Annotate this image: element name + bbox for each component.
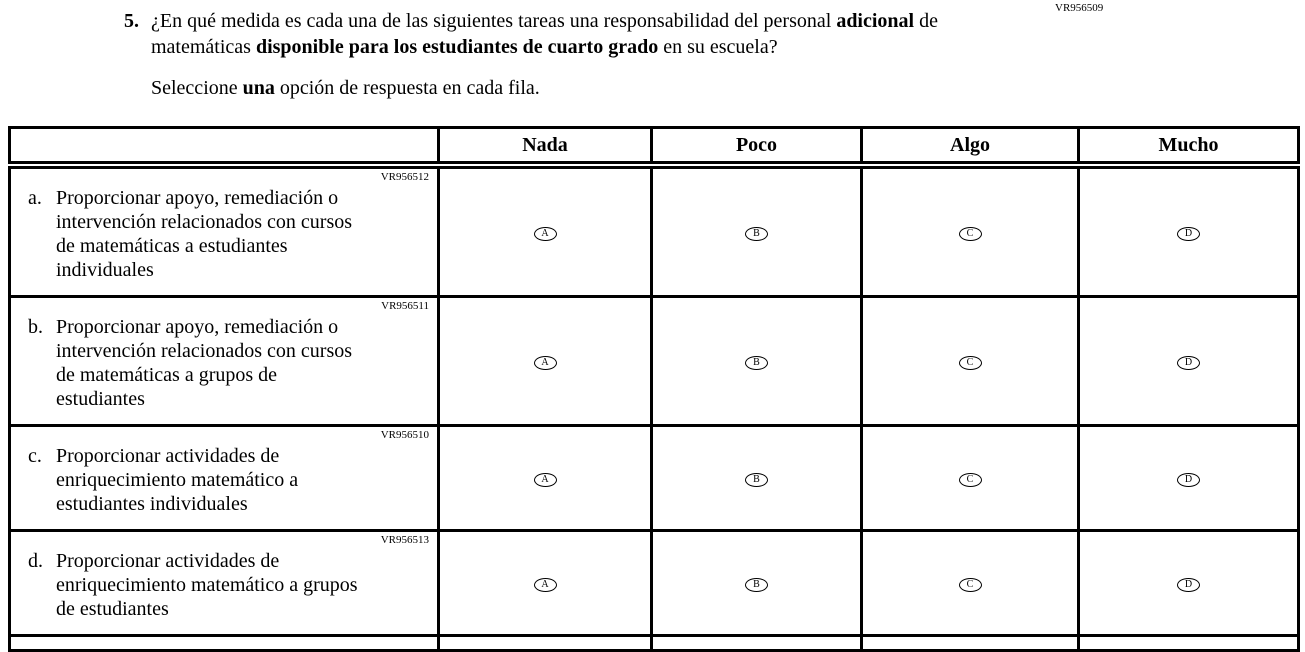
- row-code: VR956510: [380, 429, 429, 441]
- option-bubble-c[interactable]: C: [958, 227, 982, 241]
- option-bubble-c[interactable]: C: [958, 578, 982, 592]
- row-letter: c.: [28, 445, 42, 467]
- row-code: VR956511: [381, 300, 429, 312]
- header-row: Nada Poco Algo Mucho: [8, 126, 1300, 169]
- option-cell-algo: C: [860, 529, 1080, 637]
- question-block: 5. ¿En qué medida es cada una de las sig…: [124, 8, 1305, 101]
- option-cell-nada: A: [437, 163, 653, 298]
- bubble-letter: B: [753, 357, 760, 368]
- option-bubble-c[interactable]: C: [958, 473, 982, 487]
- task-cell: VR956513 d. Proporcionar actividades de e…: [8, 529, 440, 637]
- option-bubble-d[interactable]: D: [1177, 227, 1200, 241]
- row-letter: b.: [28, 316, 43, 338]
- option-cell-mucho: D: [1077, 529, 1300, 637]
- bubble-letter: A: [541, 579, 549, 590]
- row-label: Proporcionar actividades de enriquecimien…: [56, 550, 358, 620]
- column-header-poco: Poco: [650, 126, 863, 169]
- task-text-wrap: d. Proporcionar actividades de enriquecim…: [11, 549, 437, 634]
- option-bubble-b[interactable]: B: [745, 473, 768, 487]
- option-bubble-d[interactable]: D: [1177, 578, 1200, 592]
- partial-cell: [650, 634, 863, 651]
- option-bubble-b[interactable]: B: [745, 227, 768, 241]
- option-bubble-d[interactable]: D: [1177, 356, 1200, 370]
- option-cell-mucho: D: [1077, 295, 1300, 427]
- option-bubble-a[interactable]: A: [533, 356, 557, 370]
- task-text-wrap: a. Proporcionar apoyo, remediación o inte…: [11, 186, 437, 295]
- bubble-letter: B: [753, 228, 760, 239]
- row-letter: a.: [28, 187, 42, 209]
- bubble-letter: A: [541, 228, 549, 239]
- option-bubble-a[interactable]: A: [533, 227, 557, 241]
- partial-cell: [1077, 634, 1300, 651]
- row-code: VR956512: [380, 171, 429, 183]
- row-label: Proporcionar apoyo, remediación o interve…: [56, 316, 353, 410]
- table-row: VR956510 c. Proporcionar actividades de e…: [8, 424, 1300, 532]
- row-label: Proporcionar apoyo, remediación o interve…: [56, 187, 353, 281]
- bubble-letter: D: [1184, 579, 1193, 590]
- option-cell-poco: B: [650, 529, 863, 637]
- option-cell-nada: A: [437, 295, 653, 427]
- option-cell-algo: C: [860, 424, 1080, 532]
- task-cell: VR956512 a. Proporcionar apoyo, remediac…: [8, 163, 440, 298]
- bubble-letter: D: [1184, 474, 1193, 485]
- row-label: Proporcionar actividades de enriquecimien…: [56, 445, 299, 515]
- bubble-letter: A: [541, 357, 549, 368]
- option-bubble-c[interactable]: C: [958, 356, 982, 370]
- task-column-header: [8, 126, 440, 169]
- option-cell-nada: A: [437, 529, 653, 637]
- column-header-mucho: Mucho: [1077, 126, 1300, 169]
- task-text-wrap: c. Proporcionar actividades de enriquecim…: [11, 444, 437, 529]
- option-cell-poco: B: [650, 163, 863, 298]
- response-matrix-table: Nada Poco Algo Mucho VR956512 a. Proporc…: [8, 126, 1300, 652]
- task-text-wrap: b. Proporcionar apoyo, remediación o inte…: [11, 315, 437, 424]
- question-number: 5.: [124, 10, 139, 32]
- partial-cell: [8, 634, 440, 651]
- bubble-letter: D: [1184, 228, 1193, 239]
- question-text-wrap: ¿En qué medida es cada una de las siguie…: [151, 8, 1021, 101]
- option-bubble-a[interactable]: A: [533, 578, 557, 592]
- partial-cell: [437, 634, 653, 651]
- bubble-letter: C: [966, 474, 974, 485]
- partial-row-cutoff: [8, 634, 1300, 651]
- option-cell-poco: B: [650, 295, 863, 427]
- option-cell-nada: A: [437, 424, 653, 532]
- bubble-letter: C: [966, 579, 974, 590]
- bubble-letter: B: [753, 474, 760, 485]
- option-cell-poco: B: [650, 424, 863, 532]
- row-letter: d.: [28, 550, 43, 572]
- option-bubble-b[interactable]: B: [745, 356, 768, 370]
- row-code: VR956513: [380, 534, 429, 546]
- table-row: VR956511 b. Proporcionar apoyo, remediac…: [8, 295, 1300, 427]
- bubble-letter: B: [753, 579, 760, 590]
- bubble-letter: C: [966, 357, 974, 368]
- option-cell-mucho: D: [1077, 163, 1300, 298]
- question-instruction: Seleccione una opción de respuesta en ca…: [151, 77, 540, 99]
- bubble-letter: A: [541, 474, 549, 485]
- table-row: VR956513 d. Proporcionar actividades de e…: [8, 529, 1300, 637]
- partial-cell: [860, 634, 1080, 651]
- task-cell: VR956510 c. Proporcionar actividades de e…: [8, 424, 440, 532]
- option-bubble-b[interactable]: B: [745, 578, 768, 592]
- table-row: VR956512 a. Proporcionar apoyo, remediac…: [8, 163, 1300, 298]
- bubble-letter: C: [966, 228, 974, 239]
- option-cell-algo: C: [860, 163, 1080, 298]
- question-text: ¿En qué medida es cada una de las siguie…: [151, 10, 938, 58]
- column-header-nada: Nada: [437, 126, 653, 169]
- option-cell-mucho: D: [1077, 424, 1300, 532]
- option-bubble-a[interactable]: A: [533, 473, 557, 487]
- option-bubble-d[interactable]: D: [1177, 473, 1200, 487]
- task-table-body: VR956512 a. Proporcionar apoyo, remediac…: [8, 163, 1300, 651]
- bubble-letter: D: [1184, 357, 1193, 368]
- task-cell: VR956511 b. Proporcionar apoyo, remediac…: [8, 295, 440, 427]
- option-cell-algo: C: [860, 295, 1080, 427]
- column-header-algo: Algo: [860, 126, 1080, 169]
- form-code: VR956509: [1055, 2, 1104, 14]
